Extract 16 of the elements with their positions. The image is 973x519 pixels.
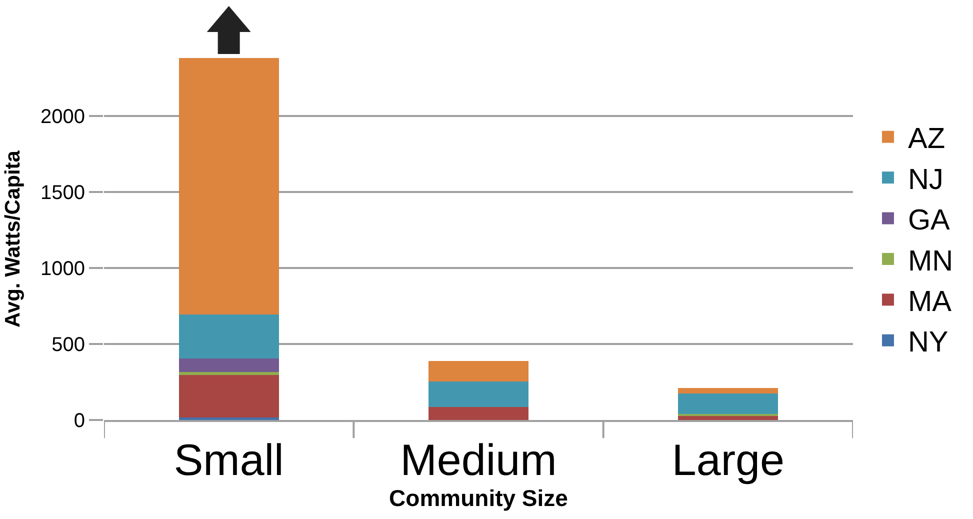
y-tick-label: 1500 xyxy=(40,182,85,204)
y-tick-label: 500 xyxy=(52,334,85,356)
legend-label: AZ xyxy=(908,123,946,156)
y-tick-label: 1000 xyxy=(40,258,85,280)
x-tick-label: Small xyxy=(174,436,284,485)
y-tick-label: 2000 xyxy=(40,106,85,128)
legend-label: NY xyxy=(908,326,948,359)
y-axis-title: Avg. Watts/Capita xyxy=(2,150,25,328)
legend-label: MA xyxy=(908,286,952,318)
x-axis-title: Community Size xyxy=(389,484,568,511)
legend-label: GA xyxy=(908,204,951,237)
legend-label: NJ xyxy=(908,164,944,196)
legend-label: MN xyxy=(908,245,954,278)
x-tick-label: Large xyxy=(672,436,784,485)
y-tick-label: 0 xyxy=(74,410,85,432)
x-tick-label: Medium xyxy=(400,436,557,485)
